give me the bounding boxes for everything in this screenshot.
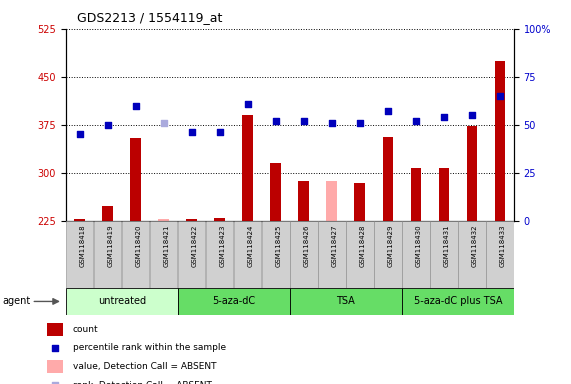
Bar: [486, 221, 514, 288]
Text: GSM118430: GSM118430: [416, 224, 422, 267]
Text: GSM118424: GSM118424: [248, 224, 254, 266]
Bar: [439, 168, 449, 221]
Bar: [374, 221, 401, 288]
Bar: [494, 61, 505, 221]
Text: GSM118427: GSM118427: [332, 224, 338, 266]
Point: [50, 345, 59, 351]
Point: [383, 108, 392, 114]
Bar: [411, 168, 421, 221]
Text: GSM118425: GSM118425: [276, 224, 282, 266]
Bar: [215, 218, 225, 221]
Bar: [262, 221, 289, 288]
Bar: [122, 221, 150, 288]
Bar: [243, 115, 253, 221]
Point: [271, 118, 280, 124]
Point: [299, 118, 308, 124]
Bar: [66, 288, 178, 315]
Text: GSM118432: GSM118432: [472, 224, 478, 266]
Bar: [158, 219, 169, 221]
Bar: [271, 163, 281, 221]
Text: 5-aza-dC plus TSA: 5-aza-dC plus TSA: [413, 296, 502, 306]
Bar: [94, 221, 122, 288]
Bar: [290, 288, 402, 315]
Bar: [102, 206, 113, 221]
Point: [187, 129, 196, 136]
Text: GSM118431: GSM118431: [444, 224, 450, 267]
Bar: [383, 137, 393, 221]
Bar: [178, 288, 289, 315]
Text: GSM118429: GSM118429: [388, 224, 394, 266]
Bar: [130, 137, 141, 221]
Bar: [206, 221, 234, 288]
Point: [103, 122, 112, 128]
Text: GSM118419: GSM118419: [108, 224, 114, 267]
Point: [75, 131, 85, 137]
Bar: [186, 219, 197, 221]
Point: [327, 120, 336, 126]
Text: GSM118426: GSM118426: [304, 224, 310, 266]
Text: percentile rank within the sample: percentile rank within the sample: [73, 343, 226, 353]
Point: [355, 120, 364, 126]
Bar: [430, 221, 457, 288]
Bar: [318, 221, 345, 288]
Text: GSM118433: GSM118433: [500, 224, 506, 267]
Bar: [467, 126, 477, 221]
Point: [131, 103, 140, 109]
Point: [50, 382, 59, 384]
Text: TSA: TSA: [336, 296, 355, 306]
Point: [159, 120, 168, 126]
Bar: [47, 323, 63, 336]
Bar: [74, 219, 85, 221]
Text: 5-aza-dC: 5-aza-dC: [212, 296, 255, 306]
Text: GSM118423: GSM118423: [220, 224, 226, 266]
Point: [495, 93, 504, 99]
Text: GSM118418: GSM118418: [80, 224, 86, 267]
Text: GSM118428: GSM118428: [360, 224, 366, 266]
Bar: [150, 221, 178, 288]
Point: [243, 101, 252, 107]
Text: value, Detection Call = ABSENT: value, Detection Call = ABSENT: [73, 362, 216, 371]
Point: [411, 118, 420, 124]
Bar: [234, 221, 262, 288]
Point: [439, 114, 448, 120]
Bar: [299, 181, 309, 221]
Bar: [458, 221, 485, 288]
Bar: [47, 360, 63, 373]
Text: GSM118421: GSM118421: [164, 224, 170, 266]
Text: agent: agent: [3, 296, 31, 306]
Text: GDS2213 / 1554119_at: GDS2213 / 1554119_at: [77, 12, 223, 25]
Bar: [66, 221, 94, 288]
Bar: [178, 221, 206, 288]
Point: [215, 129, 224, 136]
Bar: [355, 183, 365, 221]
Bar: [327, 181, 337, 221]
Bar: [346, 221, 373, 288]
Text: rank, Detection Call = ABSENT: rank, Detection Call = ABSENT: [73, 381, 212, 384]
Text: untreated: untreated: [98, 296, 146, 306]
Bar: [290, 221, 317, 288]
Text: count: count: [73, 325, 99, 334]
Point: [467, 112, 476, 118]
Bar: [402, 288, 514, 315]
Bar: [402, 221, 429, 288]
Text: GSM118422: GSM118422: [192, 224, 198, 266]
Text: GSM118420: GSM118420: [136, 224, 142, 266]
